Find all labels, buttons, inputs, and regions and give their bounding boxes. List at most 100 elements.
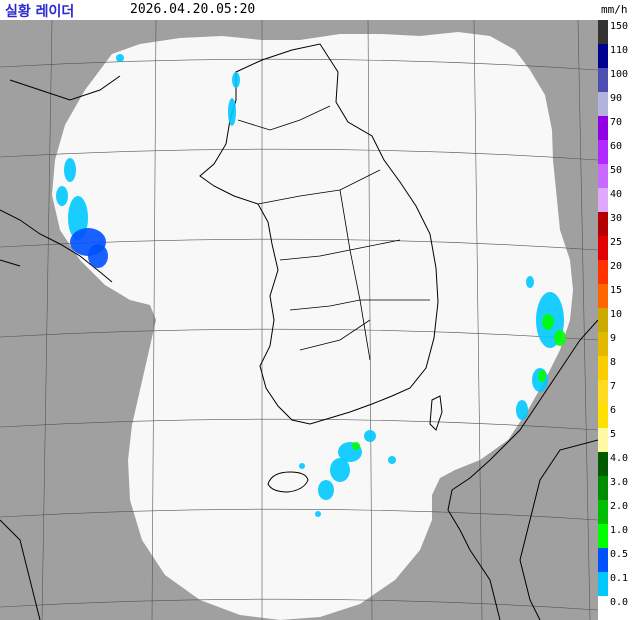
echo-cell bbox=[116, 54, 124, 62]
legend-item: 40 bbox=[598, 188, 635, 212]
province-boundary bbox=[237, 105, 430, 361]
legend-item: 6 bbox=[598, 404, 635, 428]
legend-label: 1.0 bbox=[610, 525, 629, 536]
legend-label: 100 bbox=[610, 69, 629, 80]
legend-swatch bbox=[598, 140, 608, 164]
echo-cell bbox=[538, 370, 546, 382]
page-title: 실황 레이더 bbox=[5, 4, 75, 20]
legend-label: 0.1 bbox=[610, 573, 629, 584]
legend-item: 50 bbox=[598, 164, 635, 188]
echo-cell bbox=[315, 511, 321, 517]
legend-label: 10 bbox=[610, 309, 623, 320]
legend-item: 70 bbox=[598, 116, 635, 140]
legend-item: 60 bbox=[598, 140, 635, 164]
legend-item: 5 bbox=[598, 428, 635, 452]
header-bar: 실황 레이더 2026.04.20.05:20 mm/h bbox=[0, 0, 635, 20]
legend-swatch bbox=[598, 476, 608, 500]
legend-label: 110 bbox=[610, 45, 629, 56]
legend-label: 20 bbox=[610, 261, 623, 272]
echo-cell bbox=[352, 442, 360, 450]
legend-item: 15 bbox=[598, 284, 635, 308]
legend-item: 110 bbox=[598, 44, 635, 68]
echo-cell bbox=[526, 276, 534, 288]
legend-item: 90 bbox=[598, 92, 635, 116]
legend-swatch bbox=[598, 236, 608, 260]
legend-item: 25 bbox=[598, 236, 635, 260]
echo-cell bbox=[542, 314, 554, 330]
legend-label: 6 bbox=[610, 405, 617, 416]
legend-unit: mm/h bbox=[601, 3, 628, 16]
korean-peninsula-coast bbox=[199, 43, 439, 425]
legend-swatch bbox=[598, 572, 608, 596]
legend-item: 1.0 bbox=[598, 524, 635, 548]
legend-item: 30 bbox=[598, 212, 635, 236]
japan-coast bbox=[447, 319, 598, 620]
radar-coverage-area bbox=[52, 32, 573, 620]
legend-item: 3.0 bbox=[598, 476, 635, 500]
echo-cell bbox=[64, 158, 76, 182]
legend-item: 100 bbox=[598, 68, 635, 92]
china-coast bbox=[0, 75, 121, 620]
legend-label: 4.0 bbox=[610, 453, 629, 464]
legend-swatch bbox=[598, 212, 608, 236]
legend-item: 0.5 bbox=[598, 548, 635, 572]
legend-label: 150 bbox=[610, 21, 629, 32]
echo-cell bbox=[330, 458, 350, 482]
legend-item: 9 bbox=[598, 332, 635, 356]
echo-cell bbox=[364, 430, 376, 442]
legend-label: 5 bbox=[610, 429, 617, 440]
jeju-island bbox=[267, 471, 309, 493]
echo-cell bbox=[88, 244, 108, 268]
legend-item: 20 bbox=[598, 260, 635, 284]
legend-label: 90 bbox=[610, 93, 623, 104]
legend-swatch bbox=[598, 308, 608, 332]
rain-rate-legend: 150 110 100 90 70 60 50 40 30 25 20 15 10 9 8 7 6 5 4.0 3.0… bbox=[598, 20, 635, 620]
legend-swatch bbox=[598, 356, 608, 380]
legend-label: 15 bbox=[610, 285, 623, 296]
echo-cell bbox=[228, 98, 236, 126]
legend-label: 8 bbox=[610, 357, 617, 368]
observation-timestamp: 2026.04.20.05:20 bbox=[130, 2, 256, 17]
legend-swatch bbox=[598, 428, 608, 452]
echo-cell bbox=[516, 400, 528, 420]
legend-label: 70 bbox=[610, 117, 623, 128]
legend-label: 9 bbox=[610, 333, 617, 344]
echo-cell bbox=[56, 186, 68, 206]
legend-item: 8 bbox=[598, 356, 635, 380]
legend-swatch bbox=[598, 68, 608, 92]
legend-label: 50 bbox=[610, 165, 623, 176]
legend-label: 0.0 bbox=[610, 597, 629, 608]
echo-cell bbox=[299, 463, 305, 469]
legend-swatch bbox=[598, 260, 608, 284]
legend-label: 40 bbox=[610, 189, 623, 200]
legend-swatch bbox=[598, 548, 608, 572]
radar-map[interactable] bbox=[0, 20, 598, 620]
echo-cell bbox=[388, 456, 396, 464]
precipitation-echoes bbox=[56, 54, 566, 517]
legend-label: 0.5 bbox=[610, 549, 629, 560]
echo-cell bbox=[232, 72, 240, 88]
legend-swatch bbox=[598, 524, 608, 548]
legend-label: 25 bbox=[610, 237, 623, 248]
legend-item: 150 bbox=[598, 20, 635, 44]
coastlines bbox=[0, 43, 598, 620]
legend-item: 7 bbox=[598, 380, 635, 404]
legend-swatch bbox=[598, 92, 608, 116]
legend-swatch bbox=[598, 164, 608, 188]
tsushima-island bbox=[429, 395, 443, 431]
legend-item: 2.0 bbox=[598, 500, 635, 524]
legend-swatch bbox=[598, 380, 608, 404]
legend-swatch bbox=[598, 116, 608, 140]
echo-cell bbox=[554, 330, 566, 346]
legend-item: 0.1 bbox=[598, 572, 635, 596]
legend-swatch bbox=[598, 596, 608, 620]
legend-item: 0.0 bbox=[598, 596, 635, 620]
legend-label: 2.0 bbox=[610, 501, 629, 512]
legend-label: 30 bbox=[610, 213, 623, 224]
legend-label: 60 bbox=[610, 141, 623, 152]
graticule bbox=[0, 20, 598, 620]
legend-swatch bbox=[598, 404, 608, 428]
legend-label: 3.0 bbox=[610, 477, 629, 488]
legend-swatch bbox=[598, 188, 608, 212]
legend-swatch bbox=[598, 500, 608, 524]
